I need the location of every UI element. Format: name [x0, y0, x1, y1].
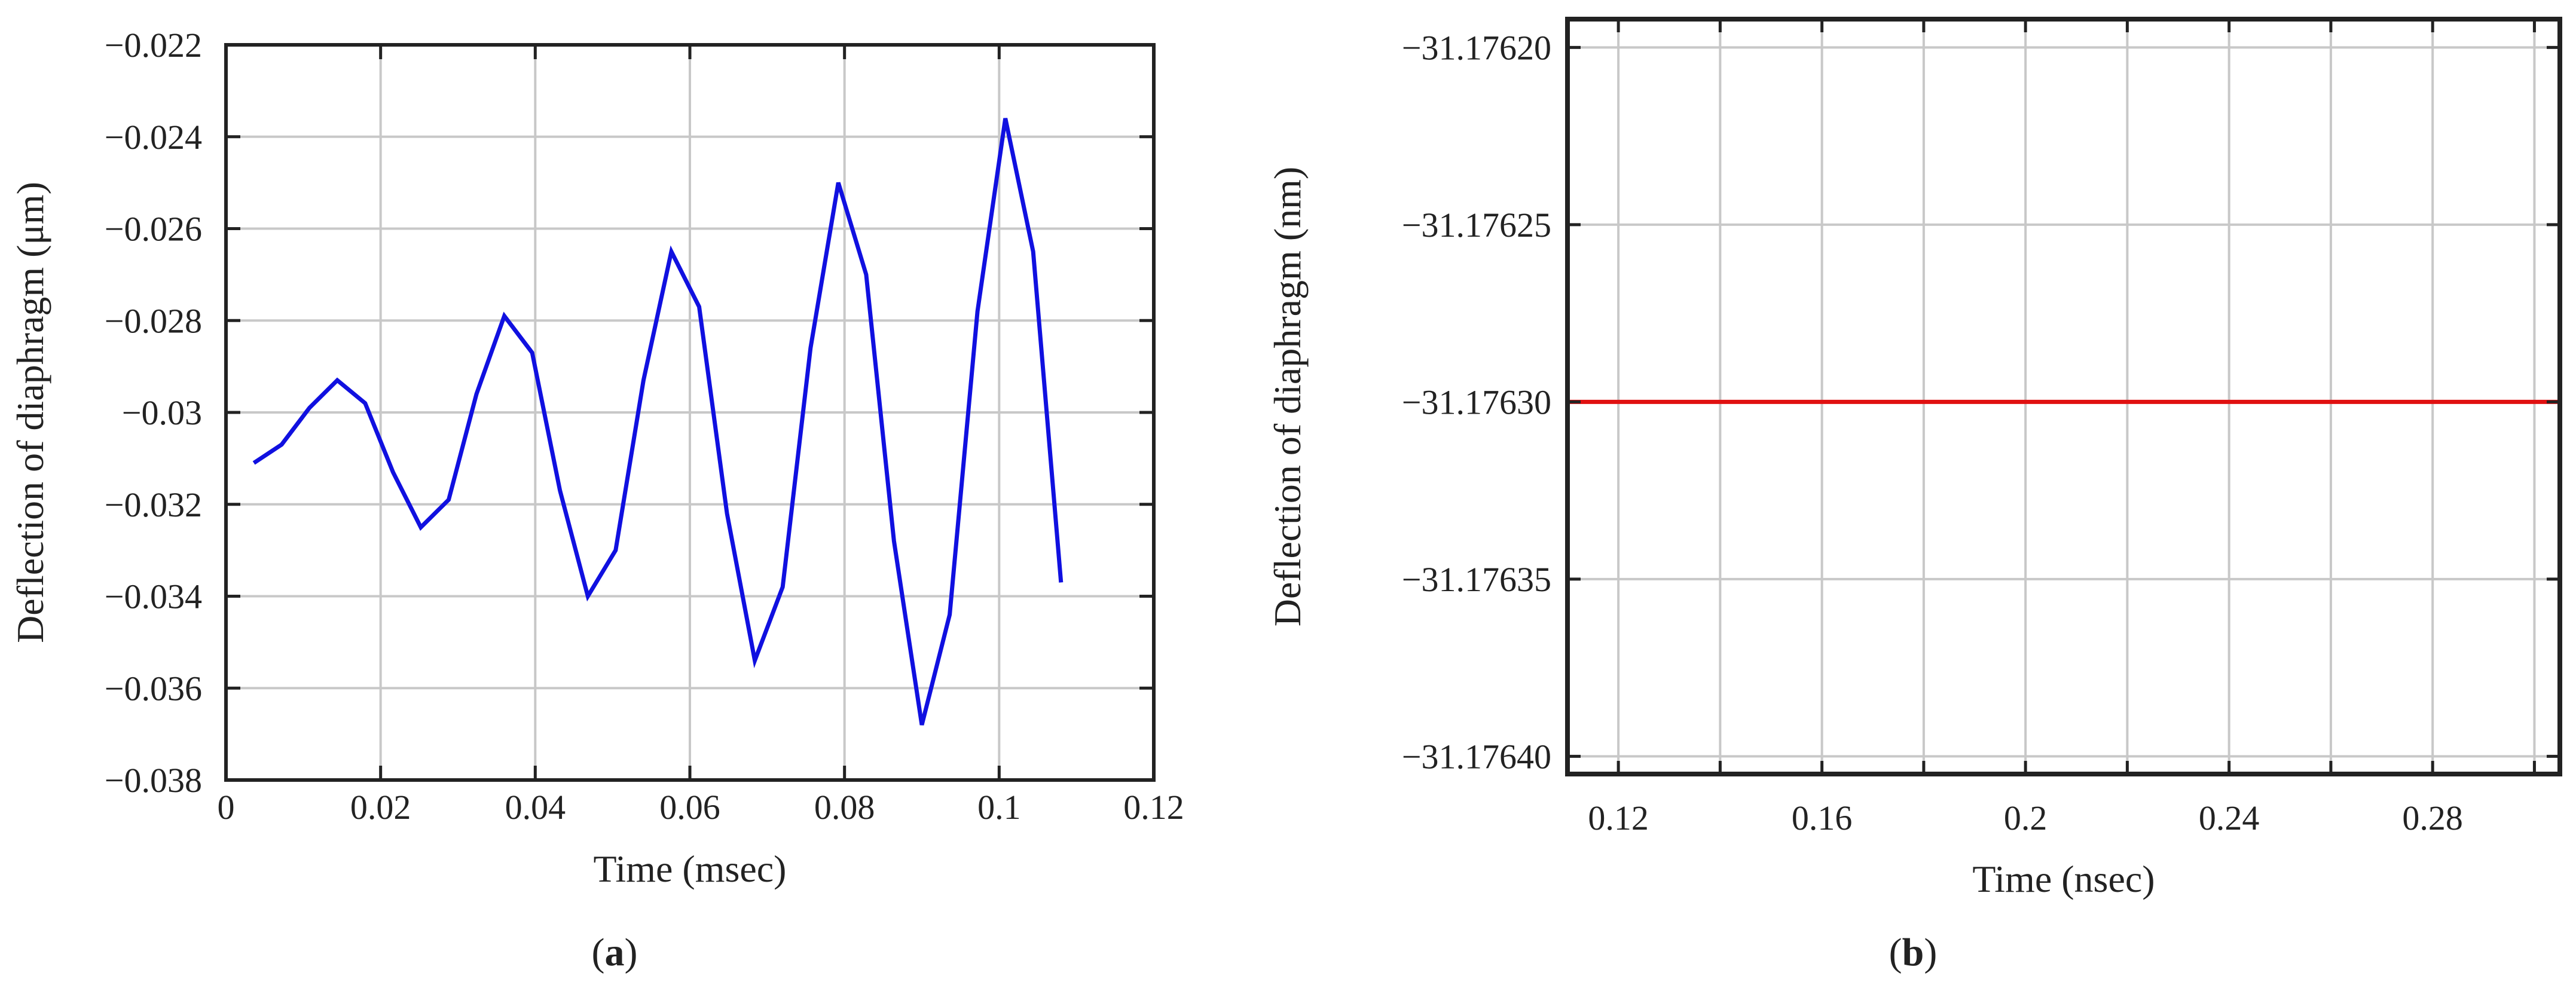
- panel-letter: b: [1902, 931, 1924, 974]
- y-axis-label: Deflection of diaphragm (μm): [9, 182, 51, 643]
- chart-panel-a: 0 0.02 0.04 0.06 0.08 0.1 0.12 −0.022 −0.024 −0.0…: [9, 26, 1184, 974]
- plot-frame: [224, 43, 1156, 782]
- panel-label: (a): [592, 931, 638, 974]
- plot-frame: [1565, 17, 2562, 776]
- y-tick-label: −0.03: [122, 393, 202, 432]
- x-axis-label: Time (msec): [594, 848, 787, 890]
- y-tick-label: −0.036: [105, 669, 202, 708]
- y-tick-label: −0.038: [105, 761, 202, 800]
- plot-area: [1567, 19, 2560, 774]
- chart-panel-b: 0.12 0.16 0.2 0.24 0.28 −31.17620 −31.17625 −31…: [1266, 17, 2562, 974]
- y-tick-label: −31.17640: [1402, 737, 1551, 776]
- y-tick-label: −31.17625: [1402, 206, 1551, 244]
- x-tick-label: 0.1: [977, 788, 1021, 827]
- x-tick-label: 0.12: [1588, 799, 1649, 837]
- x-tick-label: 0.08: [814, 788, 875, 827]
- x-axis-label: Time (nsec): [1972, 858, 2155, 900]
- panel-label: (b): [1889, 931, 1938, 974]
- y-tick-label: −31.17620: [1402, 28, 1551, 67]
- x-tick-label: 0: [218, 788, 235, 827]
- x-tick-label: 0.06: [659, 788, 720, 827]
- x-tick-label: 0.28: [2402, 799, 2463, 837]
- y-tick-label: −31.17630: [1402, 383, 1551, 421]
- y-tick-label: −0.028: [105, 301, 202, 340]
- x-tick-label: 0.04: [505, 788, 566, 827]
- y-axis-label: Deflection of diaphragm (nm): [1266, 167, 1309, 627]
- y-tick-label: −0.022: [105, 26, 202, 65]
- x-tick-label: 0.16: [1792, 799, 1853, 837]
- x-tick-label: 0.12: [1123, 788, 1184, 827]
- y-tick-label: −0.024: [105, 118, 202, 157]
- x-tick-label: 0.02: [350, 788, 411, 827]
- panel-letter: a: [605, 931, 625, 974]
- y-tick-label: −31.17635: [1402, 560, 1551, 599]
- y-tick-label: −0.026: [105, 210, 202, 249]
- x-tick-label: 0.2: [2004, 799, 2048, 837]
- x-tick-label: 0.24: [2199, 799, 2260, 837]
- y-tick-label: −0.034: [105, 577, 202, 616]
- series-line: [252, 118, 1064, 726]
- y-tick-label: −0.032: [105, 485, 202, 524]
